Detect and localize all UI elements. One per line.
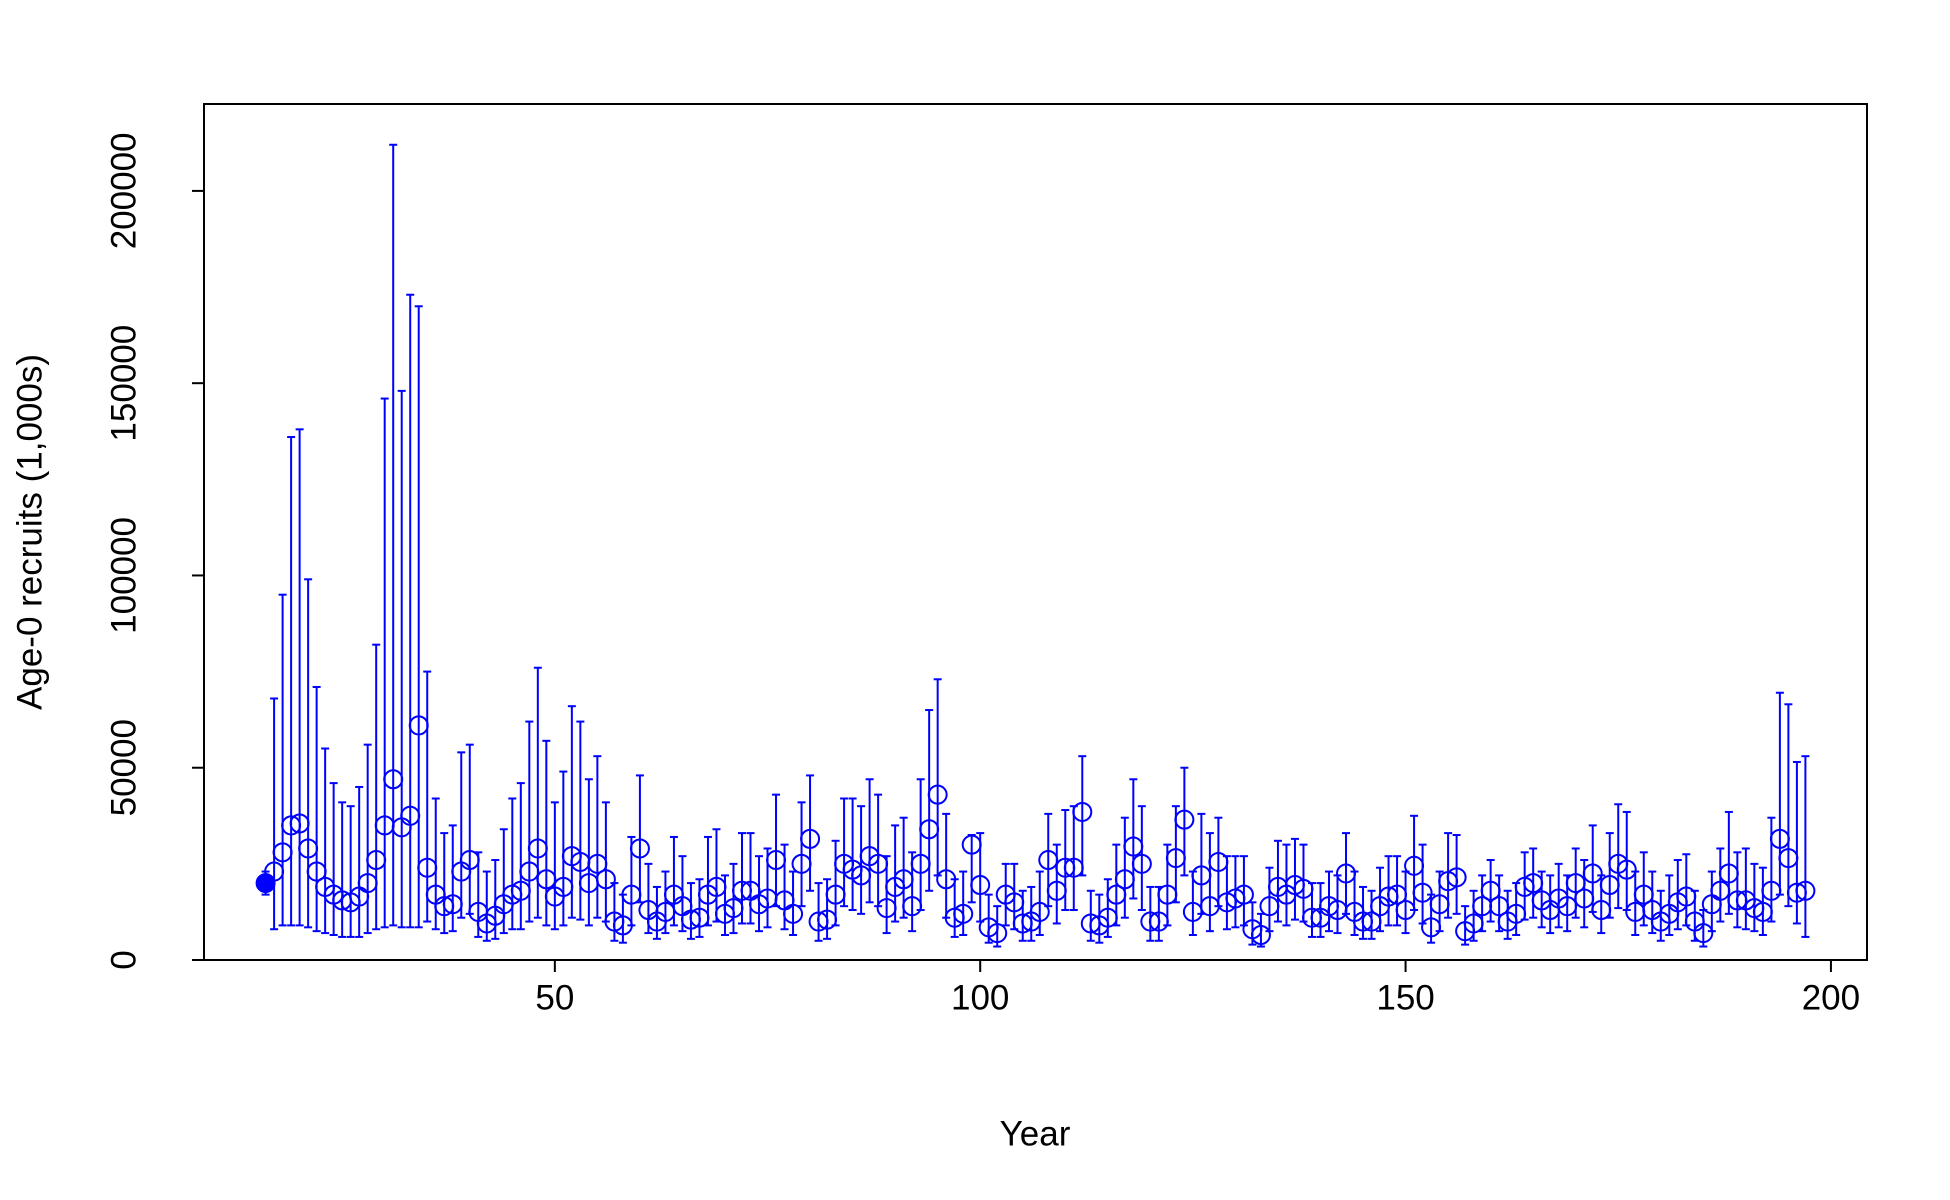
point xyxy=(927,784,948,805)
point xyxy=(1072,801,1093,822)
point xyxy=(970,875,991,896)
x-tick-label: 200 xyxy=(1802,978,1860,1017)
y-tick-label: 50000 xyxy=(104,719,143,816)
x-tick-label: 100 xyxy=(951,978,1009,1017)
point xyxy=(800,828,821,849)
point xyxy=(1250,925,1271,946)
point xyxy=(1412,882,1433,903)
point xyxy=(783,903,804,924)
y-tick-label: 100000 xyxy=(104,517,143,634)
point xyxy=(1693,923,1714,944)
point xyxy=(595,869,616,890)
point xyxy=(1029,901,1050,922)
y-tick-label: 200000 xyxy=(104,133,143,250)
point xyxy=(1446,867,1467,888)
y-tick-label: 150000 xyxy=(104,325,143,442)
point xyxy=(1131,853,1152,874)
point xyxy=(629,838,650,859)
point xyxy=(1795,880,1816,901)
point xyxy=(987,923,1008,944)
point xyxy=(1233,884,1254,905)
x-tick-label: 150 xyxy=(1376,978,1434,1017)
x-axis-label: Year xyxy=(1000,1114,1071,1153)
point xyxy=(953,903,974,924)
point xyxy=(1174,809,1195,830)
y-axis-label: Age-0 recruits (1,000s) xyxy=(10,354,49,710)
y-tick-label: 0 xyxy=(104,950,143,969)
point xyxy=(1582,863,1603,884)
point xyxy=(1616,859,1637,880)
x-tick-label: 50 xyxy=(535,978,574,1017)
